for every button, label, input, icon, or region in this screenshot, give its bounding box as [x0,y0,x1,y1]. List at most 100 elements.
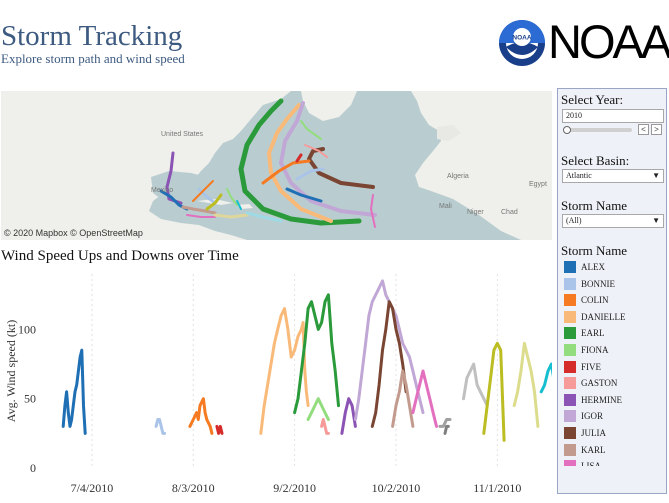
legend-swatch [564,327,576,340]
legend-swatch [564,393,576,406]
wind-speed-chart[interactable]: 0 50 100 Avg. Wind speed (kt) 7/4/2010 8/3/20… [0,266,587,498]
map-canvas [1,91,552,240]
year-prev-button[interactable]: < [638,124,649,135]
legend-item-bonnie[interactable]: BONNIE [564,277,664,291]
legend-item-earl[interactable]: EARL [564,327,664,340]
series-line-richard[interactable] [512,341,540,428]
track-lisa [370,194,376,228]
legend-label: GASTON [581,378,618,389]
track-colin [192,180,214,202]
header: Storm Tracking Explore storm path and wi… [0,0,669,90]
legend-title: Storm Name [561,243,628,258]
legend-swatch [564,360,576,373]
map-attribution[interactable]: © 2020 Mapbox © OpenStreetMap [4,228,143,238]
map-label-us: United States [161,131,204,138]
track-karl [181,205,217,215]
track-julia [307,147,375,189]
page-subtitle: Explore storm path and wind speed [1,51,185,66]
series-line-paula[interactable] [482,341,506,442]
map-label-mexico: Mexico [151,187,174,194]
series-line-nicole[interactable] [443,424,450,435]
track-five [295,153,303,163]
series-line-lisa[interactable] [411,369,438,428]
legend-item-colin[interactable]: COLIN [564,294,664,307]
storm-map[interactable]: United States Mexico Algeria Egypt Mali … [1,91,552,240]
legend-item-lisa[interactable]: LISA [564,460,664,466]
legend-item-hermine[interactable]: HERMINE [564,393,664,407]
page-title: Storm Tracking [1,20,183,52]
year-slider-handle[interactable] [563,126,571,134]
legend-item-alex[interactable]: ALEX [564,261,664,274]
legend-label: COLIN [581,295,609,306]
y-tick-label: 50 [24,392,36,406]
series-line-bonnie[interactable] [154,418,167,435]
legend-label: KARL [581,444,606,455]
storm-name-select-value: (All) [566,216,582,225]
x-tick-label: 10/2/2010 [372,481,421,495]
legend-item-julia[interactable]: JULIA [564,427,664,440]
basin-select[interactable]: Atlantic ▼ [562,169,664,183]
track-paula [205,193,223,211]
series-line-hermine[interactable] [340,397,357,435]
storm-name-label: Storm Name [561,198,628,213]
chevron-down-icon: ▼ [652,171,660,180]
chevron-down-icon: ▼ [652,216,660,225]
legend-swatch [564,344,576,356]
legend-label: HERMINE [581,394,622,405]
series-line-colin[interactable] [188,397,214,435]
legend-label: LISA [581,460,601,466]
series-line-julia[interactable] [370,300,408,428]
year-input[interactable]: 2010 [562,109,664,123]
track-igor [279,101,377,217]
noaa-logo-icon: NOAA [499,20,545,66]
legend-item-five[interactable]: FIVE [564,360,664,374]
noaa-wordmark: NOAA [548,15,669,68]
legend-item-karl[interactable]: KARL [564,443,664,457]
legend-item-fiona[interactable]: FIONA [564,344,664,357]
storm-name-select[interactable]: (All) ▼ [562,214,664,228]
basin-label: Select Basin: [561,153,630,168]
legend-swatch [564,410,576,423]
legend-label: DANIELLE [581,311,626,322]
series-line-otto[interactable] [462,362,489,408]
track-shary [236,200,242,210]
legend-swatch [564,443,576,456]
legend-swatch [564,460,576,466]
series-line-earl[interactable] [293,293,340,415]
track-danielle [267,103,333,223]
legend-swatch [564,277,576,290]
legend-swatch [564,261,576,273]
series-line-alex[interactable] [61,348,87,435]
series-line-danielle[interactable] [259,307,310,435]
series-line-shary[interactable] [539,362,557,394]
legend-label: FIONA [581,345,609,355]
x-tick-label: 11/1/2010 [473,481,521,495]
map-label-egypt: Egypt [529,181,547,188]
y-tick-label: 0 [30,461,36,475]
track-fiona [226,188,238,206]
track-earl [238,98,362,226]
track-nicole [295,167,325,181]
series-line-karl[interactable] [391,369,415,428]
series-line-matthew[interactable] [438,418,452,428]
track-otto [261,159,311,185]
track-matthew [186,214,216,218]
legend-label: ALEX [581,262,605,272]
legend-label: BONNIE [581,278,615,289]
map-label-niger: Niger [467,209,484,216]
legend-label: IGOR [581,411,603,422]
series-line-fiona[interactable] [306,397,330,421]
x-tick-label: 8/3/2010 [172,481,215,495]
legend-item-danielle[interactable]: DANIELLE [564,310,664,324]
legend-item-gaston[interactable]: GASTON [564,377,664,390]
series-line-five[interactable] [215,424,224,435]
storm-tracks [159,98,377,228]
land-greenland [301,91,357,121]
legend-item-igor[interactable]: IGOR [564,410,664,423]
legend-swatch [564,377,576,390]
legend-swatch [564,310,576,323]
year-next-button[interactable]: > [651,124,662,135]
series-line-gaston[interactable] [320,418,330,435]
year-slider-track[interactable] [564,128,632,132]
basin-select-value: Atlantic [566,171,592,180]
